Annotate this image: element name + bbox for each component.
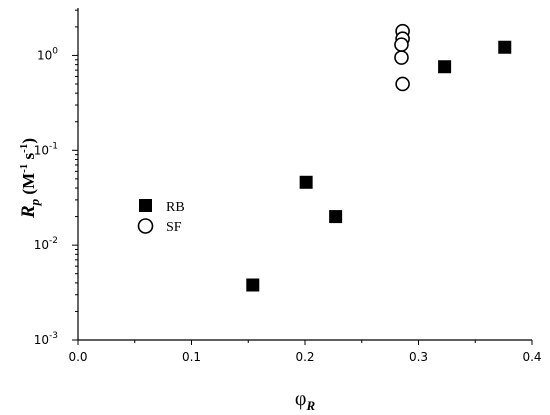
y-axis-title-units-exp2: -1 bbox=[18, 144, 30, 153]
y-axis-title-symbol: R bbox=[18, 205, 39, 219]
y-axis-title-units-exp1: -1 bbox=[18, 164, 30, 173]
x-tick-label: 0.4 bbox=[522, 350, 541, 364]
y-axis-title-subscript: p bbox=[27, 198, 42, 206]
y-tick-label: 10-2 bbox=[34, 236, 58, 252]
data-points bbox=[246, 23, 512, 292]
x-tick-label: 0.2 bbox=[295, 350, 314, 364]
y-tick-label: 100 bbox=[37, 46, 58, 62]
y-tick-label: 10-1 bbox=[34, 141, 58, 157]
x-axis-title-symbol: φ bbox=[295, 388, 307, 410]
legend-label-rb: RB bbox=[166, 200, 185, 215]
y-axis-title-units-open: (M bbox=[19, 173, 38, 199]
legend-label-sf: SF bbox=[166, 220, 182, 235]
data-point-rb bbox=[246, 278, 260, 292]
y-axis-title-units-close: ) bbox=[19, 138, 38, 144]
data-point-rb bbox=[438, 60, 452, 74]
x-ticks: 0.0 0.1 0.2 0.3 0.4 bbox=[68, 340, 542, 364]
axes bbox=[77, 8, 532, 341]
x-tick-label: 0.3 bbox=[409, 350, 428, 364]
x-axis-title: φR bbox=[295, 388, 316, 413]
y-axis-title: Rp (M-1 s-1) bbox=[18, 138, 42, 219]
data-point-sf bbox=[394, 37, 409, 52]
data-point-sf bbox=[394, 50, 409, 65]
data-point-sf bbox=[395, 76, 410, 92]
data-point-rb bbox=[299, 175, 313, 189]
y-ticks: 10-3 10-2 10-1 100 bbox=[34, 9, 78, 347]
y-tick-label: 10-3 bbox=[34, 331, 58, 347]
x-tick-label: 0.1 bbox=[182, 350, 201, 364]
data-point-rb bbox=[498, 40, 512, 54]
legend: RB SF bbox=[137, 199, 185, 235]
legend-marker-sf bbox=[137, 218, 154, 234]
data-point-rb bbox=[329, 210, 343, 224]
x-axis-title-subscript: R bbox=[305, 398, 315, 413]
x-tick-label: 0.0 bbox=[68, 350, 87, 364]
legend-marker-rb bbox=[139, 199, 152, 212]
y-axis-title-units-mid: s bbox=[19, 152, 38, 163]
